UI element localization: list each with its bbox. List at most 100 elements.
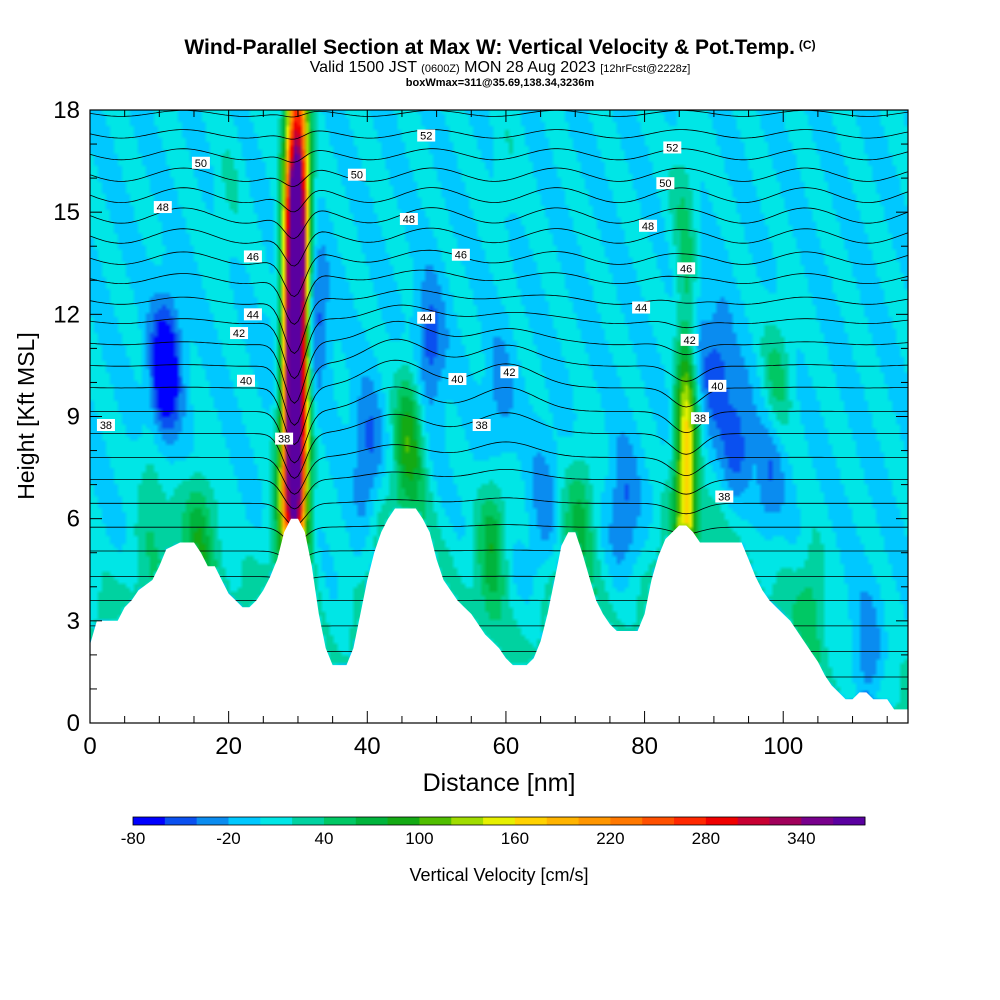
theta-label-19: 48 [642, 221, 654, 233]
terrain [90, 508, 908, 723]
colorbar-swatch [578, 817, 611, 825]
colorbar-swatch [674, 817, 707, 825]
theta-label-bg-7 [708, 379, 727, 392]
x-tick-label: 80 [631, 733, 658, 760]
theta-label-7: 40 [711, 381, 723, 393]
colorbar-swatch [833, 817, 866, 825]
colorbar-swatch [705, 817, 739, 825]
theta-contour-39 [90, 386, 908, 464]
colorbar-swatch [419, 817, 452, 825]
colorbar-swatch [610, 817, 643, 825]
colorbar-tick-label: 280 [692, 829, 720, 848]
theta-label-bg-19 [639, 219, 658, 232]
theta-contour-38 [90, 412, 908, 479]
y-tick-label: 18 [53, 97, 80, 124]
theta-label-bg-24 [663, 141, 682, 154]
colorbar-swatch [164, 817, 198, 825]
colorbar-frame [132, 816, 866, 826]
theta-label-23: 52 [420, 131, 432, 143]
colorbar-swatch [514, 817, 548, 825]
theta-label-12: 44 [420, 313, 432, 325]
x-axis-label: Distance [nm] [423, 769, 576, 797]
colorbar-swatch [546, 817, 580, 825]
theta-label-bg-4 [715, 490, 734, 503]
colorbar-swatch [451, 817, 484, 825]
theta-contour-43 [90, 304, 908, 380]
x-tick-label: 60 [493, 733, 520, 760]
theta-label-bg-3 [691, 412, 710, 425]
x-tick-label: 40 [354, 733, 381, 760]
theta-label-3: 38 [694, 413, 706, 425]
copyright-mark: (C) [798, 38, 816, 52]
theta-label-bg-11 [243, 308, 262, 321]
colorbar-swatch [483, 817, 516, 825]
theta-contour-45 [90, 269, 908, 325]
theta-contour-36 [90, 469, 908, 510]
colorbar-tick-label: 340 [787, 829, 815, 848]
y-axis: 0 3 6 9 12 15 18 [53, 97, 908, 737]
theta-label-bg-13 [632, 301, 651, 314]
theta-label-bg-16 [677, 262, 696, 275]
theta-label-bg-23 [417, 129, 436, 142]
theta-label-14: 46 [247, 251, 259, 263]
colorbar-tick-label: 160 [501, 829, 529, 848]
colorbar-swatch [133, 817, 166, 825]
colorbar-tick-label: 220 [596, 829, 624, 848]
theta-label-15: 46 [455, 250, 467, 262]
colorbar-swatch [769, 817, 802, 825]
y-tick-label: 6 [67, 506, 80, 533]
box-info: boxWmax=311@35.69,138.34,3236m [405, 77, 595, 89]
theta-contour-44 [90, 289, 908, 355]
valid-time: Valid 1500 JST [309, 59, 417, 76]
theta-contour-52 [90, 129, 908, 140]
valid-date: MON 28 Aug 2023 [464, 59, 596, 76]
chart-title: Wind-Parallel Section at Max W: Vertical… [0, 36, 1000, 60]
theta-label-1: 38 [278, 434, 290, 446]
theta-label-16: 46 [680, 263, 692, 275]
theta-label-bg-9 [500, 366, 519, 379]
theta-label-8: 42 [233, 328, 245, 340]
theta-label-bg-15 [451, 248, 470, 261]
theta-label-bg-2 [472, 419, 491, 432]
theta-label-9: 42 [503, 367, 515, 379]
theta-label-5: 40 [240, 376, 252, 388]
colorbar-swatch [228, 817, 261, 825]
theta-label-4: 38 [718, 492, 730, 504]
colorbar-swatch [292, 817, 325, 825]
theta-label-bg-20 [191, 156, 210, 169]
colorbar-swatch [260, 817, 293, 825]
theta-label-18: 48 [403, 214, 415, 226]
theta-contour-50 [90, 167, 908, 187]
y-tick-label: 0 [67, 710, 80, 737]
theta-contour-53 [90, 110, 908, 118]
theta-contour-35 [90, 497, 908, 526]
theta-label-bg-6 [448, 373, 467, 386]
y-tick-label: 9 [67, 404, 80, 431]
theta-contour-46 [90, 249, 908, 298]
y-tick-label: 3 [67, 608, 80, 635]
theta-label-bg-22 [656, 177, 675, 190]
colorbar-swatch [323, 817, 357, 825]
colorbar-tick-label: 40 [314, 829, 333, 848]
x-tick-label: 20 [215, 733, 242, 760]
colorbar: -80 -20 40 100 160 220 280 340 [121, 816, 866, 848]
theta-label-20: 50 [195, 158, 207, 170]
theta-label-0: 38 [100, 420, 112, 432]
theta-contour-47 [90, 227, 908, 267]
theta-contour-41 [90, 338, 908, 426]
colorbar-tick-label: 100 [405, 829, 433, 848]
theta-contour-51 [90, 148, 908, 163]
theta-label-13: 44 [635, 303, 647, 315]
x-tick-label: 100 [763, 733, 803, 760]
theta-label-2: 38 [476, 420, 488, 432]
x-axis: 0 20 40 60 80 100 [83, 110, 888, 760]
theta-contour-48 [90, 207, 908, 239]
theta-label-22: 50 [659, 178, 671, 190]
theta-label-6: 40 [451, 374, 463, 386]
chart-subtitle: Valid 1500 JST (0600Z) MON 28 Aug 2023 [… [0, 59, 1000, 77]
theta-label-17: 48 [157, 202, 169, 214]
y-tick-label: 15 [53, 199, 80, 226]
theta-label-24: 52 [666, 142, 678, 154]
title-text: Wind-Parallel Section at Max W: Vertical… [184, 36, 795, 59]
